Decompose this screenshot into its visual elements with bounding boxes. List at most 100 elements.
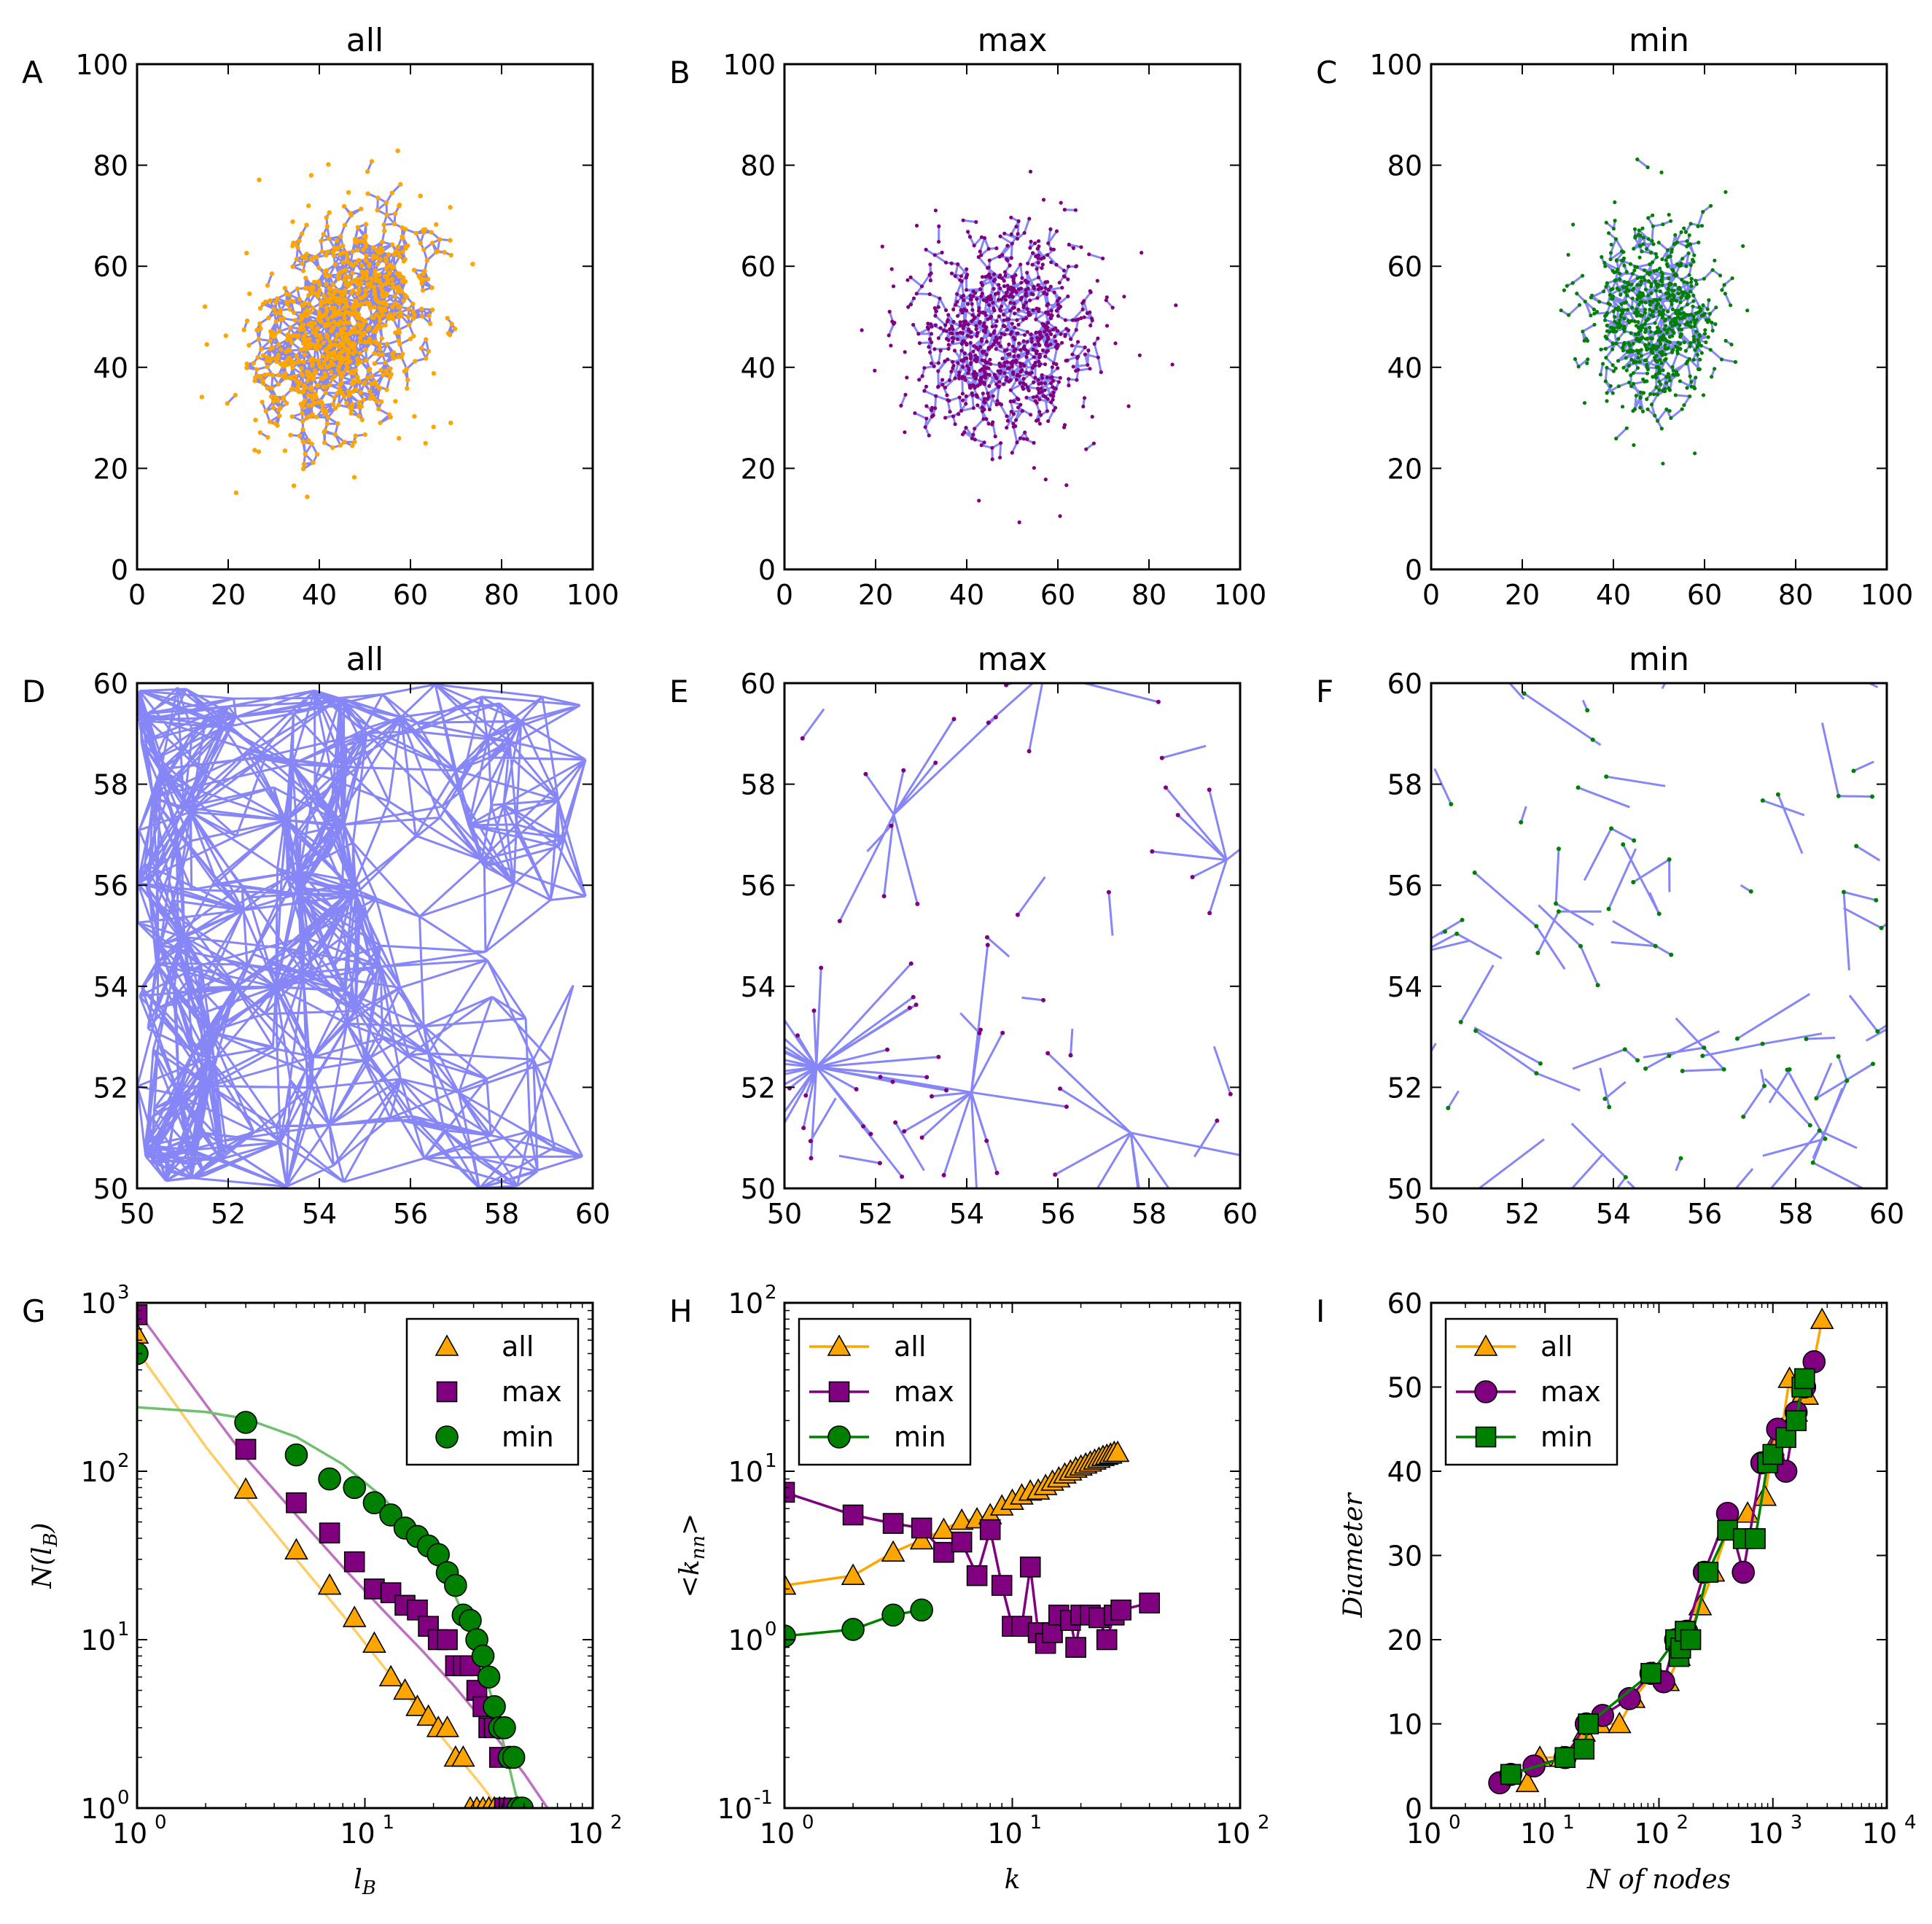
network-node xyxy=(301,383,307,388)
network-node xyxy=(1640,335,1645,340)
network-node xyxy=(295,245,300,250)
network-node xyxy=(358,390,364,395)
network-node xyxy=(1633,234,1637,238)
data-point-H-all xyxy=(949,1508,974,1530)
network-node xyxy=(300,410,305,416)
network-node xyxy=(917,341,922,346)
network-node xyxy=(1018,436,1023,440)
y-tick-label: 50 xyxy=(741,1173,776,1205)
network-node xyxy=(1632,838,1637,843)
network-node xyxy=(276,373,281,378)
network-node xyxy=(1632,443,1636,448)
network-node xyxy=(938,326,943,330)
network-node xyxy=(336,275,342,280)
y-tick-label: 60 xyxy=(1387,668,1422,700)
network-node xyxy=(1034,317,1038,322)
network-node xyxy=(1629,282,1634,287)
network-node xyxy=(1578,303,1582,307)
network-node xyxy=(1005,258,1010,262)
network-node xyxy=(1053,339,1058,343)
network-node xyxy=(974,359,978,364)
network-node xyxy=(993,435,997,439)
network-node xyxy=(1032,380,1036,385)
network-node xyxy=(383,281,389,287)
network-node xyxy=(905,278,910,282)
network-node xyxy=(1056,329,1060,333)
network-node xyxy=(929,361,934,365)
network-node xyxy=(300,268,306,273)
network-node xyxy=(199,394,205,400)
network-node xyxy=(346,190,351,195)
data-point-G-max xyxy=(407,1600,428,1621)
network-node xyxy=(377,305,382,311)
frame-D xyxy=(136,682,594,1190)
network-node xyxy=(323,322,329,327)
network-node xyxy=(442,249,447,255)
network-node xyxy=(413,230,418,236)
network-node xyxy=(340,370,346,375)
network-node xyxy=(305,494,310,499)
x-tick-label: 58 xyxy=(1778,1198,1813,1230)
network-node xyxy=(324,408,329,413)
network-node xyxy=(967,383,972,388)
network-node xyxy=(1713,367,1717,371)
frame-E xyxy=(783,682,1242,1190)
network-node xyxy=(999,402,1004,407)
network-nodes-A xyxy=(199,148,475,499)
network-node xyxy=(1065,1236,1070,1240)
network-node xyxy=(1683,322,1688,327)
network-node xyxy=(1817,1128,1822,1133)
network-node xyxy=(1629,331,1633,335)
network-node xyxy=(965,334,970,338)
panel-label-A: A xyxy=(22,55,43,90)
network-node xyxy=(401,298,406,303)
network-node xyxy=(357,257,362,263)
network-node xyxy=(359,417,365,422)
network-node xyxy=(393,249,398,254)
x-tick-label: 50 xyxy=(1414,1198,1449,1230)
network-node xyxy=(1039,386,1043,391)
network-node xyxy=(1643,311,1647,315)
y-tick-label: 54 xyxy=(1387,971,1422,1003)
network-node xyxy=(1000,357,1005,361)
network-node xyxy=(322,440,327,445)
network-node xyxy=(717,1056,722,1060)
plot-area-H xyxy=(784,1440,1160,1658)
network-node xyxy=(375,383,381,389)
network-node xyxy=(392,311,397,316)
network-node xyxy=(322,429,327,435)
network-node xyxy=(332,262,338,268)
network-node xyxy=(922,389,927,393)
network-node xyxy=(1016,405,1021,410)
network-node xyxy=(978,345,983,349)
network-node xyxy=(950,335,954,340)
network-node xyxy=(273,319,278,324)
network-node xyxy=(955,300,959,304)
network-node xyxy=(380,239,385,244)
network-node xyxy=(397,330,402,335)
network-node xyxy=(1037,307,1041,311)
network-node xyxy=(367,366,373,372)
network-node xyxy=(1624,426,1629,430)
network-node xyxy=(1698,357,1702,362)
network-node xyxy=(313,414,319,420)
network-node xyxy=(956,262,960,266)
network-node xyxy=(1683,348,1688,353)
network-node xyxy=(1063,318,1067,322)
network-node xyxy=(1073,208,1078,212)
network-node xyxy=(1032,284,1036,289)
network-node xyxy=(946,343,951,347)
network-node xyxy=(1018,348,1023,352)
network-node xyxy=(1689,380,1694,384)
network-node xyxy=(976,313,981,317)
network-node xyxy=(1660,353,1664,357)
network-node xyxy=(1669,219,1673,223)
network-node xyxy=(914,223,919,228)
network-node xyxy=(1658,338,1662,343)
data-point-G-max xyxy=(235,1438,257,1460)
series-G-min xyxy=(137,1341,534,1808)
network-node xyxy=(932,306,937,311)
network-node xyxy=(1080,307,1085,311)
network-node xyxy=(1664,407,1669,412)
